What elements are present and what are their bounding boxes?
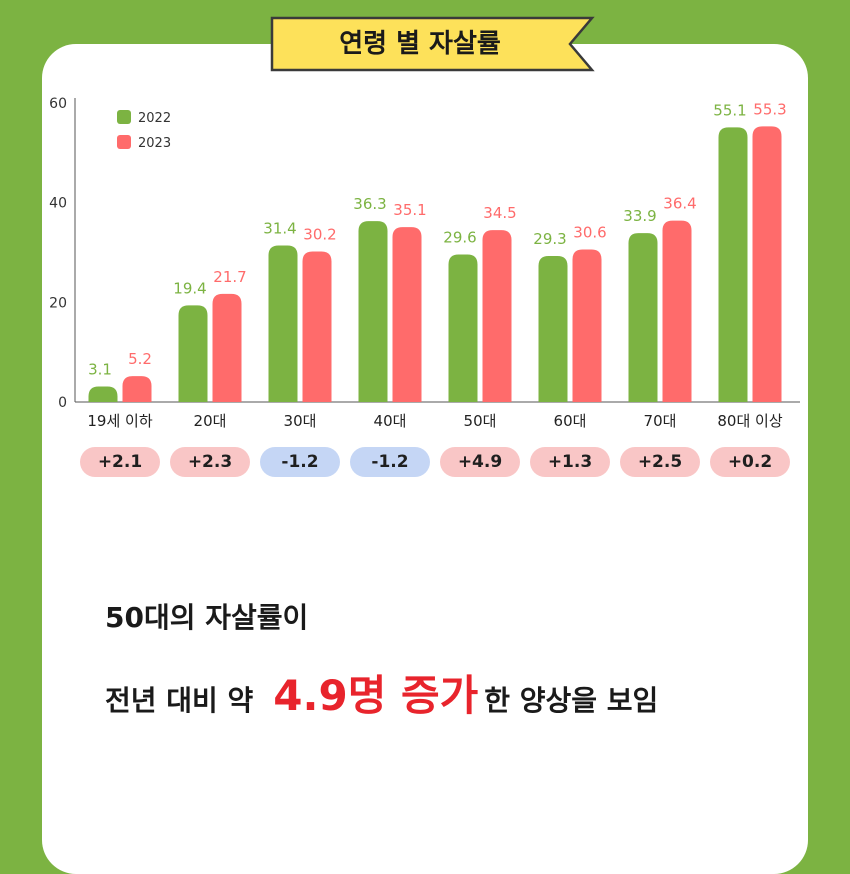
change-badge: +2.5 <box>620 447 700 477</box>
bar <box>572 249 602 402</box>
bar-value-label: 33.9 <box>623 207 656 225</box>
bar-value-label: 21.7 <box>213 268 246 286</box>
bar-chart: 0 20 40 60 2022 2023 3.1 5.2 19세 이하 19.4 21.7 20대 31… <box>49 96 800 430</box>
change-badge: -1.2 <box>260 447 340 477</box>
bar-value-label: 34.5 <box>483 204 516 222</box>
legend-swatch <box>117 135 131 149</box>
bar <box>752 126 782 403</box>
bar-value-label: 29.6 <box>443 228 476 246</box>
bar-value-label: 36.4 <box>663 195 696 213</box>
bar <box>538 255 568 402</box>
bar <box>268 245 298 402</box>
bar-value-label: 19.4 <box>173 279 206 297</box>
legend-label: 2022 <box>138 111 171 126</box>
x-tick-label: 30대 <box>284 412 317 430</box>
bar-value-label: 31.4 <box>263 220 296 238</box>
y-tick-label: 0 <box>58 395 67 411</box>
bar <box>302 251 332 402</box>
x-tick-label: 80대 이상 <box>717 412 782 430</box>
legend-label: 2023 <box>138 136 171 151</box>
change-badge: +2.3 <box>170 447 250 477</box>
ribbon-shape <box>270 16 595 72</box>
caption-highlight: 4.9명 증가 <box>273 671 479 720</box>
y-tick-label: 20 <box>49 295 67 311</box>
change-badge: +2.1 <box>80 447 160 477</box>
bar <box>718 127 748 402</box>
title-ribbon: 연령 별 자살률 <box>270 16 600 72</box>
caption-prefix: 전년 대비 약 <box>105 684 254 717</box>
bar <box>358 221 388 402</box>
x-tick-label: 70대 <box>644 412 677 430</box>
bar-value-label: 55.3 <box>753 100 786 118</box>
bar <box>628 233 658 402</box>
x-tick-label: 19세 이하 <box>87 412 152 430</box>
bar-value-label: 29.3 <box>533 230 566 248</box>
y-tick-label: 40 <box>49 196 67 212</box>
bar <box>482 230 512 402</box>
caption-suffix: 한 양상을 보임 <box>484 684 659 717</box>
bar <box>88 386 118 402</box>
bar-value-label: 55.1 <box>713 101 746 119</box>
chart-title: 연령 별 자살률 <box>339 29 501 59</box>
bar <box>212 293 242 402</box>
x-tick-label: 50대 <box>464 412 497 430</box>
bar-value-label: 35.1 <box>393 201 426 219</box>
change-badge: +4.9 <box>440 447 520 477</box>
bar <box>448 254 478 402</box>
bar-value-label: 5.2 <box>128 350 152 368</box>
change-badge: -1.2 <box>350 447 430 477</box>
change-badge: +1.3 <box>530 447 610 477</box>
bar <box>392 227 422 402</box>
caption-line-2: 전년 대비 약 4.9명 증가 한 양상을 보임 <box>105 662 658 723</box>
legend-swatch <box>117 110 131 124</box>
caption-line-1: 50대의 자살률이 <box>105 601 309 634</box>
bar-value-label: 30.6 <box>573 224 606 242</box>
bar-value-label: 36.3 <box>353 195 386 213</box>
bar <box>122 376 152 402</box>
x-tick-label: 20대 <box>194 412 227 430</box>
bar <box>178 305 208 402</box>
bar-value-label: 30.2 <box>303 226 336 244</box>
bar <box>662 220 692 402</box>
change-badge: +0.2 <box>710 447 790 477</box>
x-tick-label: 60대 <box>554 412 587 430</box>
y-tick-label: 60 <box>49 96 67 112</box>
bar-value-label: 3.1 <box>88 361 112 379</box>
x-tick-label: 40대 <box>374 412 407 430</box>
